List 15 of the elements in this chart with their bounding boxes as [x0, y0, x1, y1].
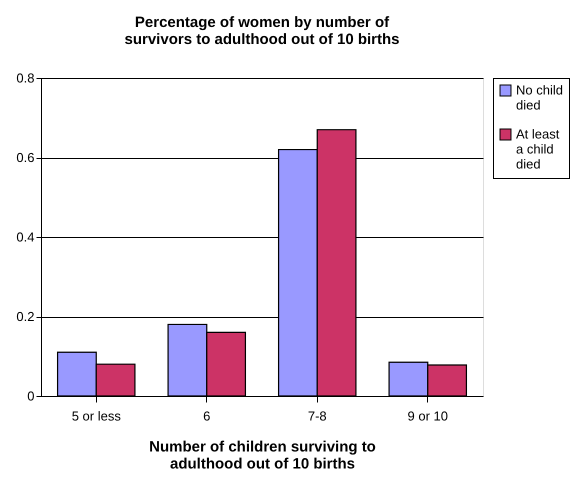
y-tick-label: 0 — [27, 388, 34, 404]
text: Percentage of women by number of — [134, 14, 390, 31]
legend-label: At least a child died — [516, 126, 560, 172]
legend-label: No child died — [516, 82, 563, 112]
x-tick-label: 6 — [203, 408, 210, 424]
y-tick-label: 0.8 — [16, 70, 34, 86]
y-tick-label: 0.4 — [16, 230, 34, 244]
x-tick-label: 7-8 — [308, 408, 327, 424]
text: Number of children surviving to — [149, 438, 376, 456]
y-tick-label: 0.6 — [16, 150, 34, 165]
text: survivors to adulthood out of 10 births — [124, 31, 400, 48]
x-tick-label: 9 or 10 — [408, 408, 448, 424]
x-tick-label: 5 or less — [72, 408, 122, 424]
text: adulthood out of 10 births — [170, 456, 355, 472]
y-tick-label: 0.2 — [16, 309, 34, 324]
